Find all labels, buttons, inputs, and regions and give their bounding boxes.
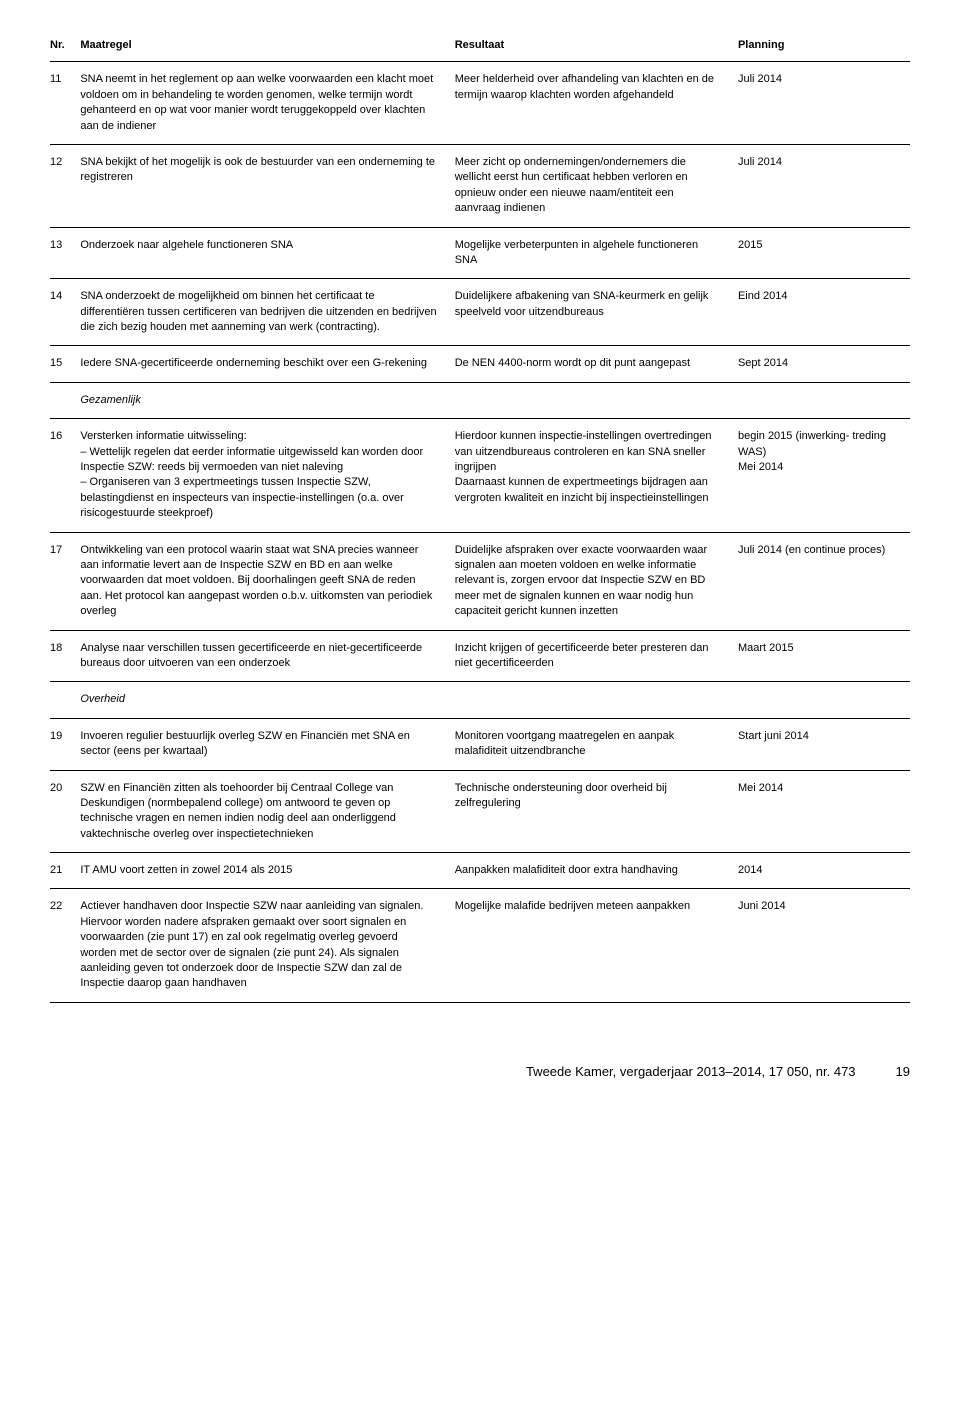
section-empty-nr bbox=[50, 382, 80, 418]
cell-maatregel: SZW en Financiën zitten als toehoorder b… bbox=[80, 770, 454, 853]
cell-maatregel: Analyse naar verschillen tussen gecertif… bbox=[80, 630, 454, 682]
cell-planning: Juli 2014 bbox=[738, 144, 910, 227]
cell-nr: 18 bbox=[50, 630, 80, 682]
section-label: Gezamenlijk bbox=[80, 382, 910, 418]
cell-planning: Maart 2015 bbox=[738, 630, 910, 682]
table-row: 11SNA neemt in het reglement op aan welk… bbox=[50, 62, 910, 145]
cell-nr: 11 bbox=[50, 62, 80, 145]
footer-page-number: 19 bbox=[896, 1063, 910, 1081]
cell-resultaat: Duidelijkere afbakening van SNA-keurmerk… bbox=[455, 279, 738, 346]
cell-planning: Sept 2014 bbox=[738, 346, 910, 382]
cell-maatregel: Versterken informatie uitwisseling: – We… bbox=[80, 419, 454, 532]
table-row: 19Invoeren regulier bestuurlijk overleg … bbox=[50, 718, 910, 770]
header-resultaat: Resultaat bbox=[455, 30, 738, 62]
cell-nr: 15 bbox=[50, 346, 80, 382]
cell-resultaat: Monitoren voortgang maatregelen en aanpa… bbox=[455, 718, 738, 770]
cell-planning: begin 2015 (inwerking- treding WAS) Mei … bbox=[738, 419, 910, 532]
table-row: 17Ontwikkeling van een protocol waarin s… bbox=[50, 532, 910, 630]
cell-maatregel: SNA onderzoekt de mogelijkheid om binnen… bbox=[80, 279, 454, 346]
table-row: 22Actiever handhaven door Inspectie SZW … bbox=[50, 889, 910, 1002]
cell-nr: 17 bbox=[50, 532, 80, 630]
cell-nr: 19 bbox=[50, 718, 80, 770]
cell-resultaat: Hierdoor kunnen inspectie-instellingen o… bbox=[455, 419, 738, 532]
cell-planning: 2015 bbox=[738, 227, 910, 279]
cell-maatregel: SNA bekijkt of het mogelijk is ook de be… bbox=[80, 144, 454, 227]
section-empty-nr bbox=[50, 682, 80, 718]
cell-nr: 12 bbox=[50, 144, 80, 227]
page-footer: Tweede Kamer, vergaderjaar 2013–2014, 17… bbox=[50, 1063, 910, 1081]
cell-planning: 2014 bbox=[738, 853, 910, 889]
table-row: 18Analyse naar verschillen tussen gecert… bbox=[50, 630, 910, 682]
table-row: Overheid bbox=[50, 682, 910, 718]
cell-nr: 21 bbox=[50, 853, 80, 889]
cell-nr: 13 bbox=[50, 227, 80, 279]
table-row: 12SNA bekijkt of het mogelijk is ook de … bbox=[50, 144, 910, 227]
cell-resultaat: Aanpakken malafiditeit door extra handha… bbox=[455, 853, 738, 889]
header-planning: Planning bbox=[738, 30, 910, 62]
cell-planning: Eind 2014 bbox=[738, 279, 910, 346]
section-label: Overheid bbox=[80, 682, 910, 718]
table-row: 16Versterken informatie uitwisseling: – … bbox=[50, 419, 910, 532]
table-header-row: Nr. Maatregel Resultaat Planning bbox=[50, 30, 910, 62]
cell-resultaat: Mogelijke malafide bedrijven meteen aanp… bbox=[455, 889, 738, 1002]
cell-resultaat: Mogelijke verbeterpunten in algehele fun… bbox=[455, 227, 738, 279]
table-row: 21IT AMU voort zetten in zowel 2014 als … bbox=[50, 853, 910, 889]
cell-nr: 22 bbox=[50, 889, 80, 1002]
cell-resultaat: Duidelijke afspraken over exacte voorwaa… bbox=[455, 532, 738, 630]
table-row: 15Iedere SNA-gecertificeerde onderneming… bbox=[50, 346, 910, 382]
cell-maatregel: Invoeren regulier bestuurlijk overleg SZ… bbox=[80, 718, 454, 770]
cell-maatregel: Iedere SNA-gecertificeerde onderneming b… bbox=[80, 346, 454, 382]
cell-maatregel: SNA neemt in het reglement op aan welke … bbox=[80, 62, 454, 145]
table-row: 13Onderzoek naar algehele functioneren S… bbox=[50, 227, 910, 279]
cell-resultaat: Inzicht krijgen of gecertificeerde beter… bbox=[455, 630, 738, 682]
cell-maatregel: Actiever handhaven door Inspectie SZW na… bbox=[80, 889, 454, 1002]
cell-planning: Juli 2014 (en continue proces) bbox=[738, 532, 910, 630]
header-nr: Nr. bbox=[50, 30, 80, 62]
measures-table: Nr. Maatregel Resultaat Planning 11SNA n… bbox=[50, 30, 910, 1003]
cell-maatregel: Ontwikkeling van een protocol waarin sta… bbox=[80, 532, 454, 630]
cell-resultaat: De NEN 4400-norm wordt op dit punt aange… bbox=[455, 346, 738, 382]
cell-planning: Juni 2014 bbox=[738, 889, 910, 1002]
footer-citation: Tweede Kamer, vergaderjaar 2013–2014, 17… bbox=[526, 1063, 856, 1081]
cell-maatregel: IT AMU voort zetten in zowel 2014 als 20… bbox=[80, 853, 454, 889]
cell-planning: Start juni 2014 bbox=[738, 718, 910, 770]
cell-resultaat: Technische ondersteuning door overheid b… bbox=[455, 770, 738, 853]
cell-maatregel: Onderzoek naar algehele functioneren SNA bbox=[80, 227, 454, 279]
cell-resultaat: Meer helderheid over afhandeling van kla… bbox=[455, 62, 738, 145]
cell-resultaat: Meer zicht op ondernemingen/ondernemers … bbox=[455, 144, 738, 227]
table-row: 20SZW en Financiën zitten als toehoorder… bbox=[50, 770, 910, 853]
header-maatregel: Maatregel bbox=[80, 30, 454, 62]
cell-planning: Mei 2014 bbox=[738, 770, 910, 853]
table-body: 11SNA neemt in het reglement op aan welk… bbox=[50, 62, 910, 1002]
cell-nr: 14 bbox=[50, 279, 80, 346]
table-row: Gezamenlijk bbox=[50, 382, 910, 418]
table-row: 14SNA onderzoekt de mogelijkheid om binn… bbox=[50, 279, 910, 346]
cell-nr: 16 bbox=[50, 419, 80, 532]
cell-nr: 20 bbox=[50, 770, 80, 853]
cell-planning: Juli 2014 bbox=[738, 62, 910, 145]
